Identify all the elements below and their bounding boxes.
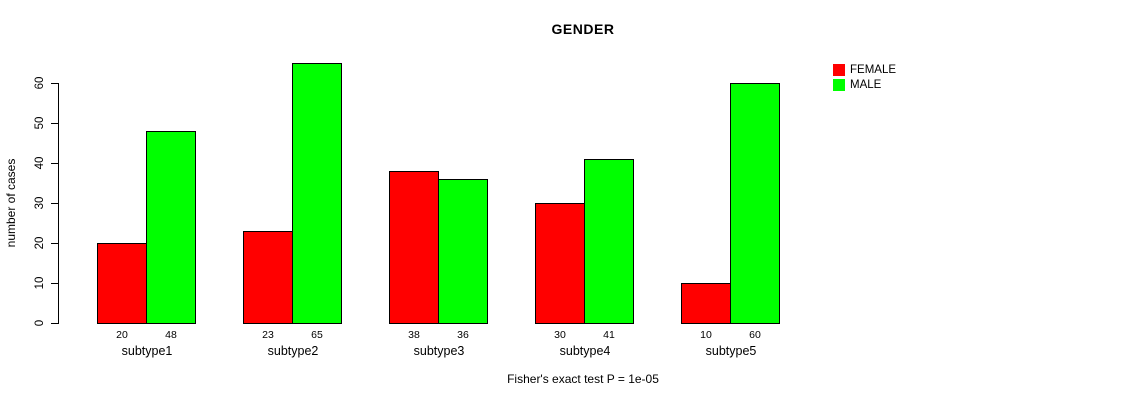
bar-value-label: 36 (457, 329, 469, 341)
bar-value-label: 38 (408, 329, 420, 341)
y-axis-tick (51, 123, 58, 124)
bar-male-subtype1 (146, 131, 196, 324)
bar-value-label: 48 (165, 329, 177, 341)
y-axis-tick (51, 203, 58, 204)
y-axis-tick (51, 283, 58, 284)
bar-female-subtype4 (535, 203, 585, 324)
bar-value-label: 20 (116, 329, 128, 341)
y-axis-label: number of cases (4, 158, 18, 248)
legend-item-female: FEMALE (833, 64, 896, 76)
y-axis-tick (51, 83, 58, 84)
category-label-subtype2: subtype2 (267, 344, 319, 358)
bar-value-label: 65 (311, 329, 323, 341)
bar-female-subtype3 (389, 171, 439, 324)
bar-female-subtype5 (681, 283, 731, 324)
caption-text: Fisher's exact test P = 1e-05 (507, 372, 659, 386)
y-axis-tick-label: 10 (34, 276, 46, 290)
y-axis-tick (51, 163, 58, 164)
bar-value-label: 10 (700, 329, 712, 341)
y-axis-tick-label: 20 (34, 236, 46, 250)
category-label-subtype4: subtype4 (559, 344, 611, 358)
y-axis-tick (51, 323, 58, 324)
y-axis-tick-label: 50 (34, 116, 46, 130)
y-axis-tick-label: 60 (34, 76, 46, 90)
y-axis-tick-label: 40 (34, 156, 46, 170)
bar-male-subtype5 (730, 83, 780, 324)
legend-item-male: MALE (833, 79, 896, 91)
legend: FEMALE MALE (833, 64, 896, 94)
legend-label: MALE (850, 79, 882, 91)
y-axis-tick-label: 30 (34, 196, 46, 210)
y-axis-tick (51, 243, 58, 244)
category-label-subtype1: subtype1 (121, 344, 173, 358)
chart-title: GENDER (551, 21, 615, 37)
legend-swatch-female (833, 64, 845, 76)
category-label-subtype5: subtype5 (705, 344, 757, 358)
legend-label: FEMALE (850, 64, 897, 76)
bar-value-label: 60 (749, 329, 761, 341)
bar-male-subtype3 (438, 179, 488, 324)
bar-value-label: 23 (262, 329, 274, 341)
y-axis-line (58, 83, 59, 324)
bar-male-subtype2 (292, 63, 342, 324)
bar-male-subtype4 (584, 159, 634, 324)
bar-female-subtype2 (243, 231, 293, 324)
category-label-subtype3: subtype3 (413, 344, 465, 358)
bar-value-label: 30 (554, 329, 566, 341)
y-axis-tick-label: 0 (34, 319, 46, 327)
bar-female-subtype1 (97, 243, 147, 324)
legend-swatch-male (833, 79, 845, 91)
bar-value-label: 41 (603, 329, 615, 341)
